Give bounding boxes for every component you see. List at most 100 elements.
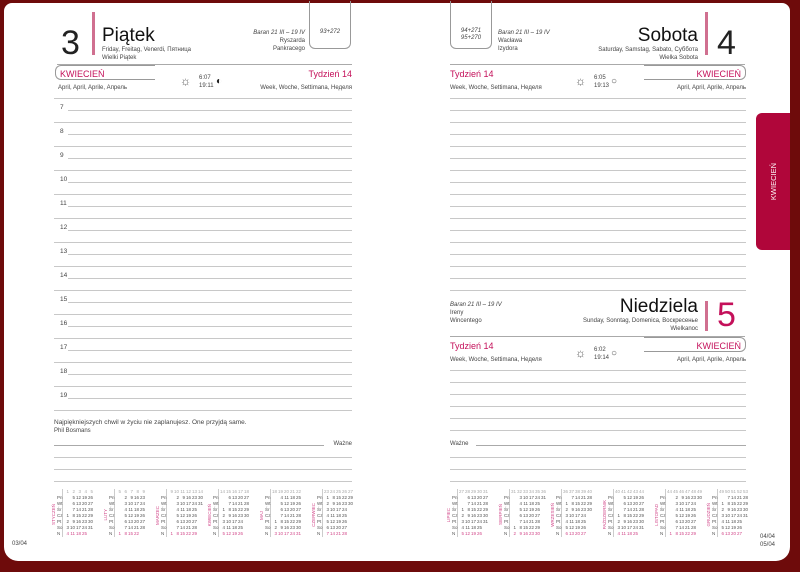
- day-cell: 20: [289, 507, 295, 512]
- mini-calendar-month: WRZESIEŃ: [549, 503, 555, 527]
- note-line: [450, 418, 746, 419]
- weekday-label: Wt: [660, 501, 666, 507]
- day-cell: 10: [69, 525, 75, 530]
- day-cell: 19: [470, 531, 476, 536]
- day-cell: 5: [124, 513, 127, 518]
- mini-calendar-month: GRUDZIEŃ: [705, 503, 711, 527]
- weekday-label: Pt: [504, 519, 510, 525]
- week-number: Tydzień 14: [450, 69, 494, 79]
- note-line: [450, 278, 746, 279]
- week-number-cell: 19: [277, 489, 283, 494]
- day-cell: 29: [87, 513, 93, 518]
- weekday-label: Wt: [452, 501, 458, 507]
- day-cell: 22: [476, 507, 482, 512]
- day-cell: 4: [222, 525, 225, 530]
- week-number-cell: 9: [142, 489, 145, 494]
- day-cell: 30: [243, 513, 249, 518]
- day-cell: 3: [222, 519, 225, 524]
- day-cell: 3: [461, 519, 464, 524]
- week-number-cell: 10: [173, 489, 179, 494]
- day-cell: 9: [727, 507, 730, 512]
- day-cell: 25: [295, 495, 301, 500]
- day-translations: Saturday, Samstag, Sabato, Суббота: [598, 47, 698, 53]
- month-side-tab[interactable]: KWIECIEŃ: [756, 113, 790, 250]
- half-hour-line: [54, 122, 352, 123]
- month-box: [644, 65, 746, 80]
- day-cell: 31: [742, 513, 748, 518]
- day-cell: 14: [283, 513, 289, 518]
- day-cell: 8: [675, 531, 678, 536]
- day-cell: 11: [679, 507, 684, 512]
- day-cell: 11: [70, 531, 75, 536]
- day-cell: 8: [571, 501, 574, 506]
- day-cell: 15: [75, 513, 81, 518]
- mini-calendar-month: LISTOPAD: [653, 504, 659, 526]
- day-translations: Sunday, Sonntag, Domenica, Воскресенье: [582, 318, 698, 324]
- note-line: [450, 146, 746, 147]
- divider: [705, 12, 708, 55]
- day-name: Sobota: [637, 25, 698, 46]
- day-cell: 16: [133, 495, 139, 500]
- day-cell: 7: [467, 501, 470, 506]
- half-hour-line: [54, 218, 352, 219]
- day-cell: 2: [675, 495, 678, 500]
- day-cell: 20: [476, 495, 482, 500]
- weekday-label: Śr: [504, 507, 510, 513]
- important-label: Ważne: [450, 441, 469, 447]
- day-cell: 1: [669, 531, 672, 536]
- week-number-cell: 49: [718, 489, 724, 494]
- weekday-label: Pn: [608, 495, 614, 501]
- day-cell: 17: [730, 513, 736, 518]
- week-number-cell: 2: [72, 489, 75, 494]
- day-cell: 23: [580, 507, 586, 512]
- weekday-label: Wt: [556, 501, 562, 507]
- weekday-label: Cz: [712, 513, 718, 519]
- day-cell: 26: [237, 531, 243, 536]
- day-cell: 15: [574, 501, 580, 506]
- day-cell: 14: [179, 525, 185, 530]
- day-cell: 29: [638, 513, 644, 518]
- day-cell: 9: [519, 531, 522, 536]
- day-cell: 6: [280, 507, 283, 512]
- mini-calendar: STYCZEŃ 1 2 3 4 5 Pn 5 12 19 26 Wt 6 13 20 27 Śr 7 14 21 28 C…: [49, 489, 99, 537]
- day-cell: 7: [519, 519, 522, 524]
- day-cell: 3: [326, 507, 329, 512]
- nameday: Izydora: [498, 46, 518, 52]
- weekday-label: Pn: [712, 495, 718, 501]
- day-cell: 18: [231, 525, 237, 530]
- hour-line: [68, 230, 352, 231]
- weekday-label: Cz: [608, 513, 614, 519]
- day-cell: 30: [696, 495, 702, 500]
- hour-label: 11: [60, 200, 67, 207]
- day-cell: [696, 531, 702, 537]
- day-cell: 6: [72, 501, 75, 506]
- day-cell: 25: [736, 519, 742, 524]
- day-cell: 4: [461, 525, 464, 530]
- day-cell: 28: [243, 501, 249, 506]
- day-cell: 26: [638, 495, 644, 500]
- mini-calendar-month: SIERPIEŃ: [497, 504, 503, 526]
- day-cell: 21: [476, 501, 482, 506]
- day-cell: 20: [185, 519, 191, 524]
- day-cell: 28: [482, 501, 488, 506]
- hour-line: [68, 302, 352, 303]
- week-number-cell: 28: [464, 489, 470, 494]
- hour-label: 9: [60, 152, 64, 159]
- month-translations: April, April, Aprile, Апрель: [676, 85, 746, 91]
- day-cell: 12: [464, 531, 470, 536]
- day-cell: 7: [280, 513, 283, 518]
- day-cell: 8: [727, 501, 730, 506]
- day-cell: 2: [176, 495, 179, 500]
- day-cell: 15: [730, 501, 736, 506]
- day-translations: Friday, Freitag, Venerdi, Пятница: [102, 47, 191, 53]
- day-cell: 27: [243, 495, 249, 500]
- hour-line: [68, 278, 352, 279]
- week-number-cell: 27: [347, 489, 353, 494]
- weekday-label: Cz: [452, 513, 458, 519]
- weekday-label: Pn: [109, 495, 115, 501]
- day-cell: 2: [124, 495, 127, 500]
- sun-icon: ☼: [575, 346, 586, 360]
- week-number-cell: 1: [66, 489, 69, 494]
- weekday-label: Pt: [712, 519, 718, 525]
- note-line: [450, 206, 746, 207]
